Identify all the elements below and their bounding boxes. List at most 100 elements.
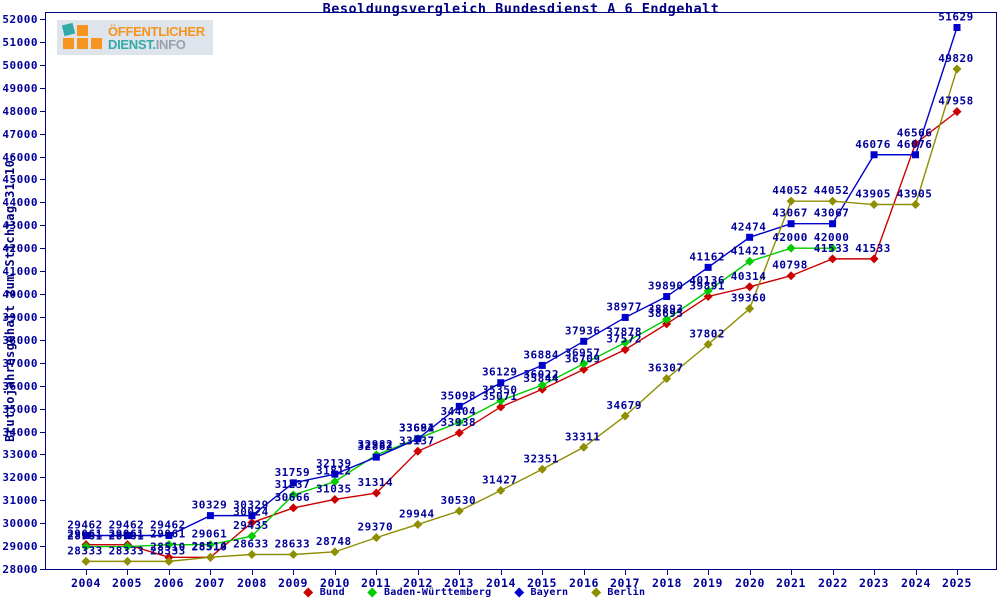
x-axis-year-label: 2013 — [444, 576, 474, 590]
data-label-bund: 28510 — [150, 540, 186, 553]
y-axis-tick-label: 28000 — [2, 563, 38, 576]
logo-line1: ÖFFENTLICHER — [108, 23, 205, 39]
data-label-bayern: 43067 — [814, 207, 850, 220]
data-point-bund — [496, 402, 506, 412]
legend-marker-icon — [590, 587, 601, 598]
y-axis-tick-label: 41000 — [2, 265, 38, 278]
legend-item-berlin: Berlin — [590, 587, 645, 598]
legend-marker-icon — [303, 587, 314, 598]
data-label-berlin: 49820 — [938, 52, 974, 65]
plot-frame — [45, 12, 997, 570]
data-point-bayern — [414, 435, 422, 443]
data-label-baden-württemberg: 36022 — [523, 368, 559, 381]
x-axis-year-label: 2023 — [859, 576, 889, 590]
legend-marker-icon — [513, 587, 524, 598]
data-label-bund: 41533 — [814, 242, 850, 255]
data-label-bayern: 33684 — [399, 422, 435, 435]
y-axis-tick-label: 43000 — [2, 219, 38, 232]
logo-text: ÖFFENTLICHER DIENST.INFO — [108, 25, 205, 51]
data-label-bayern: 29462 — [150, 518, 186, 531]
x-axis-year-label: 2016 — [569, 576, 599, 590]
data-point-bayern — [165, 531, 173, 539]
y-axis-tick-label: 46000 — [2, 151, 38, 164]
data-label-bayern: 32882 — [358, 440, 394, 453]
data-label-bund: 30024 — [233, 506, 269, 519]
data-label-baden-württemberg: 29435 — [233, 519, 269, 532]
logo-squares-icon — [61, 22, 102, 51]
legend-label: Bund — [319, 587, 345, 598]
y-axis-tick-label: 44000 — [2, 196, 38, 209]
y-axis-tick-label: 39000 — [2, 311, 38, 324]
data-label-bund: 35844 — [523, 372, 559, 385]
data-label-bayern: 30329 — [233, 499, 269, 512]
logo-orange-square-icon — [77, 38, 88, 49]
data-label-baden-württemberg: 28981 — [109, 530, 145, 543]
data-point-baden-württemberg — [537, 380, 547, 390]
y-axis-tick-label: 34000 — [2, 426, 38, 439]
x-axis-year-label: 2021 — [776, 576, 806, 590]
data-point-bayern — [497, 379, 505, 387]
legend-label: Bayern — [530, 587, 569, 598]
data-label-bund: 40314 — [731, 270, 767, 283]
data-label-baden-württemberg: 29061 — [150, 528, 186, 541]
data-point-baden-württemberg — [81, 542, 91, 552]
data-label-bayern: 30329 — [192, 499, 228, 512]
data-label-berlin: 31427 — [482, 473, 518, 486]
data-label-bund: 28510 — [192, 540, 228, 553]
data-point-bayern — [912, 151, 920, 159]
data-label-bayern: 42474 — [731, 220, 767, 233]
data-point-baden-württemberg — [122, 542, 132, 552]
y-axis-tick-label: 45000 — [2, 173, 38, 186]
data-label-berlin: 43905 — [855, 188, 891, 201]
data-point-berlin — [869, 200, 879, 210]
y-axis-tick-label: 52000 — [2, 13, 38, 26]
data-label-bund: 29061 — [67, 528, 103, 541]
data-label-bund: 29061 — [109, 528, 145, 541]
data-label-bayern: 38977 — [606, 300, 642, 313]
logo-line2: DIENST.INFO — [108, 38, 205, 51]
data-point-berlin — [662, 374, 672, 384]
data-label-baden-württemberg: 40136 — [689, 274, 725, 287]
logo-orange-square-icon — [77, 25, 88, 36]
data-label-berlin: 30530 — [440, 494, 476, 507]
data-point-baden-württemberg — [247, 531, 257, 541]
data-point-bund — [579, 364, 589, 374]
x-axis-year-label: 2018 — [652, 576, 682, 590]
data-label-berlin: 37802 — [689, 327, 725, 340]
data-label-bund: 46566 — [897, 127, 933, 140]
data-point-bund — [703, 291, 713, 301]
data-label-baden-württemberg: 31812 — [316, 465, 352, 478]
data-label-bund: 35071 — [482, 390, 518, 403]
data-label-berlin: 28333 — [150, 544, 186, 557]
data-point-baden-württemberg — [164, 540, 174, 550]
data-label-berlin: 29370 — [358, 521, 394, 534]
data-point-bayern — [746, 233, 754, 241]
data-point-bayern — [953, 24, 961, 32]
data-point-berlin — [122, 556, 132, 566]
series-line-berlin — [86, 68, 958, 563]
x-axis-year-label: 2017 — [610, 576, 640, 590]
data-label-berlin: 33311 — [565, 430, 601, 443]
y-axis-tick-label: 48000 — [2, 105, 38, 118]
data-label-baden-württemberg: 28981 — [67, 530, 103, 543]
legend-item-bayern: Bayern — [513, 587, 569, 598]
y-axis-tick-label: 33000 — [2, 448, 38, 461]
data-point-berlin — [288, 549, 298, 559]
data-label-baden-württemberg: 31237 — [275, 478, 311, 491]
data-label-bund: 31314 — [358, 476, 394, 489]
data-label-baden-württemberg: 42000 — [814, 231, 850, 244]
data-point-bayern — [331, 470, 339, 478]
data-point-berlin — [911, 200, 921, 210]
data-point-bund — [330, 494, 340, 504]
y-axis-tick-label: 42000 — [2, 242, 38, 255]
y-axis-tick-label: 32000 — [2, 471, 38, 484]
x-axis-year-label: 2022 — [818, 576, 848, 590]
x-axis-year-label: 2025 — [942, 576, 972, 590]
y-axis-tick-label: 31000 — [2, 494, 38, 507]
data-label-berlin: 28633 — [275, 537, 311, 550]
y-axis-tick-label: 51000 — [2, 36, 38, 49]
data-point-bund — [413, 446, 423, 456]
data-label-berlin: 28514 — [192, 540, 228, 553]
data-point-bayern — [538, 361, 546, 369]
